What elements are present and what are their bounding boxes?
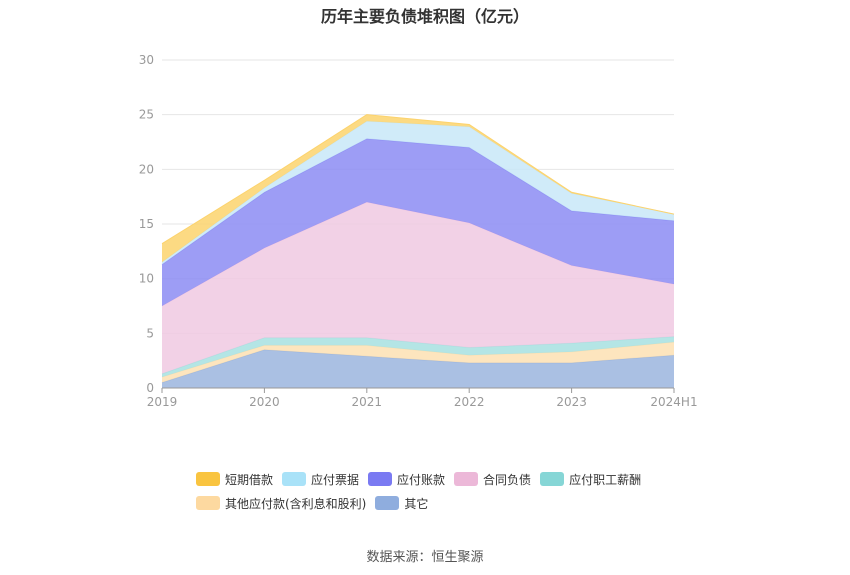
legend-item[interactable]: 其他应付款(含利息和股利) — [196, 495, 366, 511]
area-合同负债 — [162, 202, 674, 374]
x-tick-label: 2020 — [249, 395, 280, 409]
y-tick-label: 10 — [139, 272, 154, 286]
y-tick-label: 15 — [139, 217, 154, 231]
x-tick-label: 2021 — [352, 395, 383, 409]
area-其它 — [162, 349, 674, 388]
legend-label: 其它 — [404, 496, 429, 511]
legend-label: 应付职工薪酬 — [569, 472, 642, 487]
x-tick-label: 2022 — [454, 395, 485, 409]
x-tick-label: 2023 — [556, 395, 587, 409]
stacked-area-chart: 0 5 10 15 20 25 30 2019 2020 2021 2022 2023 2024H1 — [139, 53, 698, 409]
legend-swatch — [196, 496, 220, 510]
y-tick-label: 20 — [139, 162, 154, 176]
area-其他应付款(含利息和股利) — [162, 342, 674, 383]
legend-label: 合同负债 — [483, 472, 532, 487]
legend-swatch — [540, 472, 565, 486]
legend-item[interactable]: 应付票据 — [282, 471, 359, 487]
legend-label: 应付票据 — [311, 472, 360, 487]
x-axis: 2019 2020 2021 2022 2023 2024H1 — [147, 387, 698, 409]
legend-item[interactable]: 应付职工薪酬 — [540, 471, 641, 487]
area-line-短期借款 — [161, 114, 675, 245]
legend-swatch — [454, 472, 479, 486]
legend-label: 应付账款 — [397, 472, 446, 487]
y-tick-label: 25 — [139, 108, 154, 122]
legend-item[interactable]: 应付账款 — [368, 471, 445, 487]
data-source: 数据来源：恒生聚源 — [366, 550, 484, 565]
legend-item[interactable]: 短期借款 — [196, 471, 273, 487]
legend-label: 其他应付款(含利息和股利) — [225, 496, 367, 511]
legend-item[interactable]: 其它 — [375, 495, 428, 511]
chart-title: 历年主要负债堆积图（亿元） — [320, 7, 529, 26]
y-tick-label: 5 — [146, 326, 154, 340]
y-axis: 0 5 10 15 20 25 30 — [139, 53, 154, 395]
area-应付账款 — [162, 138, 674, 306]
x-tick-label: 2019 — [147, 395, 178, 409]
area-series — [161, 114, 675, 388]
x-tick-label: 2024H1 — [650, 395, 697, 409]
y-tick-label: 30 — [139, 53, 154, 67]
legend-swatch — [368, 472, 393, 486]
area-应付职工薪酬 — [162, 336, 674, 378]
legend-swatch — [375, 496, 400, 510]
legend-swatch — [282, 472, 307, 486]
legend: 短期借款 应付票据 应付账款 合同负债 应付职工薪酬其他应付款(含利息和股利) 其它 — [196, 471, 696, 519]
legend-item[interactable]: 合同负债 — [454, 471, 531, 487]
legend-swatch — [196, 472, 220, 486]
legend-label: 短期借款 — [225, 472, 274, 487]
y-tick-label: 0 — [146, 381, 154, 395]
